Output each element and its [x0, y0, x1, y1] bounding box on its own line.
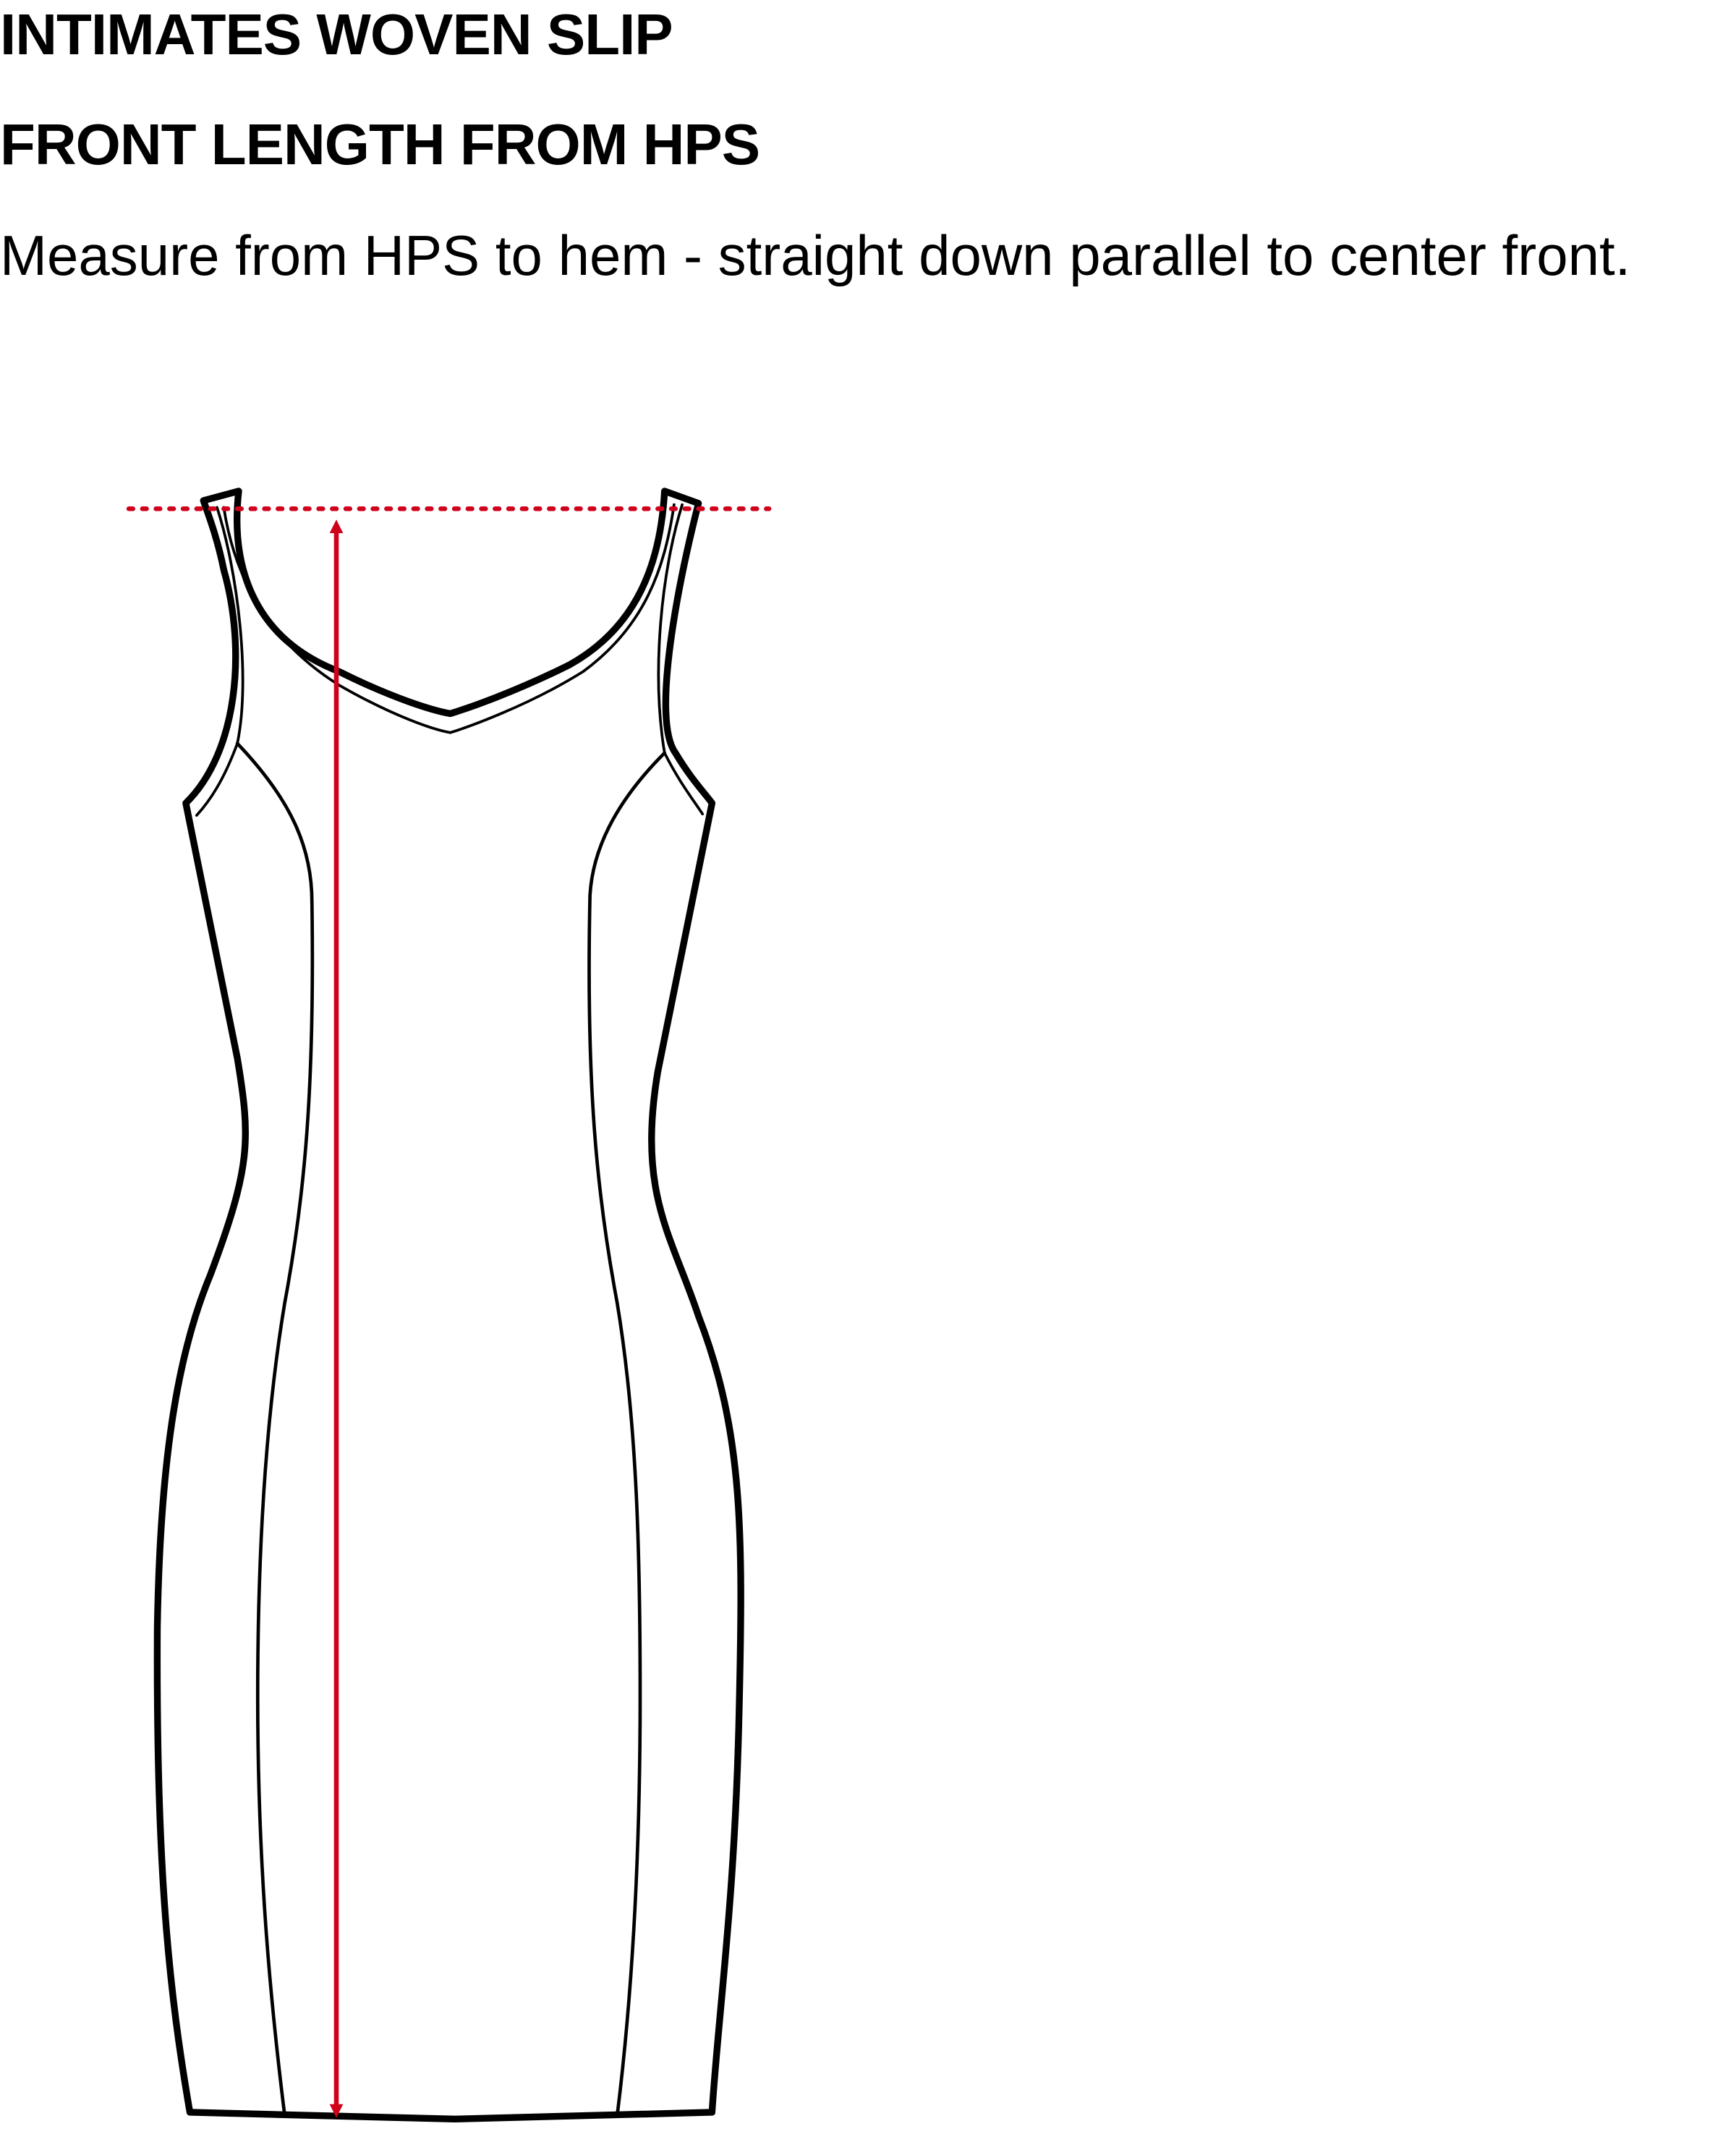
right-princess-seam — [587, 751, 667, 2118]
measurement-name: FRONT LENGTH FROM HPS — [0, 112, 760, 177]
right-strap-binding — [657, 503, 705, 816]
neckline-binding — [222, 503, 676, 734]
slip-garment — [153, 488, 744, 2123]
measurement-instruction: Measure from HPS to hem - straight down … — [0, 224, 1631, 287]
page-title: INTIMATES WOVEN SLIP — [0, 2, 673, 67]
left-princess-seam — [235, 741, 315, 2118]
left-strap-binding — [195, 506, 244, 817]
slip-outline — [153, 488, 744, 2123]
